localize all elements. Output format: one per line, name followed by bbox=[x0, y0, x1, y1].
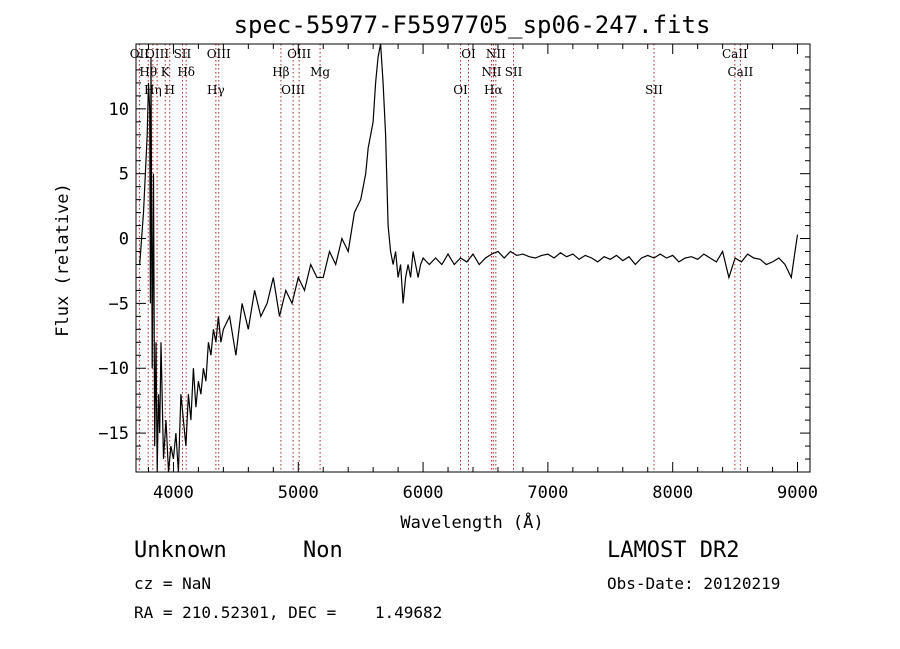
x-tick-label: 7000 bbox=[527, 483, 568, 503]
line-marker-label: Hη bbox=[144, 83, 162, 97]
line-marker-label: OII bbox=[130, 47, 150, 61]
line-marker-label: CaII bbox=[727, 65, 753, 79]
y-tick-label: 0 bbox=[119, 230, 129, 250]
line-marker-label: SII bbox=[174, 47, 192, 61]
line-marker-label: SII bbox=[645, 83, 663, 97]
x-tick-label: 4000 bbox=[153, 483, 194, 503]
line-marker-label: Mg bbox=[310, 65, 330, 79]
line-marker-label: NII bbox=[486, 47, 506, 61]
x-tick-label: 6000 bbox=[403, 483, 444, 503]
x-tick-label: 5000 bbox=[278, 483, 319, 503]
y-tick-label: −5 bbox=[109, 294, 129, 314]
y-tick-label: 5 bbox=[119, 165, 129, 185]
survey-name: LAMOST DR2 bbox=[607, 538, 740, 563]
line-marker-label: OIII bbox=[207, 47, 231, 61]
x-tick-label: 9000 bbox=[777, 483, 818, 503]
y-tick-label: −15 bbox=[98, 424, 129, 444]
y-tick-label: 10 bbox=[109, 100, 129, 120]
observation-date: Obs-Date: 20120219 bbox=[607, 574, 781, 593]
object-subclass: Non bbox=[303, 538, 343, 563]
redshift-cz: cz = NaN bbox=[134, 574, 212, 593]
line-marker-label: Hδ bbox=[177, 65, 195, 79]
line-marker-label: NII bbox=[481, 65, 501, 79]
x-axis: 4000 5000 6000 7000 8000 9000 bbox=[147, 44, 818, 503]
chart-title: spec-55977-F5597705_sp06-247.fits bbox=[234, 11, 711, 39]
line-marker-label: Hβ bbox=[272, 65, 289, 79]
line-marker-label: SII bbox=[505, 65, 523, 79]
x-tick-label: 8000 bbox=[652, 483, 693, 503]
line-marker-label: OIII bbox=[281, 83, 305, 97]
line-marker-label: OI bbox=[461, 47, 476, 61]
spectrum-line bbox=[139, 43, 799, 473]
object-class: Unknown bbox=[134, 538, 227, 563]
line-marker-label: H bbox=[164, 83, 174, 97]
ra-dec-coordinates: RA = 210.52301, DEC = 1.49682 bbox=[134, 603, 443, 622]
plot-frame bbox=[135, 43, 811, 473]
y-axis: 10 5 0 −5 −10 −15 bbox=[98, 56, 810, 460]
line-marker-label: OI bbox=[453, 83, 468, 97]
x-axis-label: Wavelength (Å) bbox=[400, 511, 543, 533]
line-marker-label: CaII bbox=[722, 47, 748, 61]
line-marker-label: Hγ bbox=[207, 83, 225, 97]
emission-line-markers: OII Hθ Hη OIII KH SII Hδ Hγ OIII Hβ OIII OIII Mg OI OI… bbox=[130, 44, 754, 472]
spectrum-chart: spec-55977-F5597705_sp06-247.fits OII Hθ H… bbox=[53, 11, 818, 533]
line-marker-label: Hθ bbox=[139, 65, 157, 79]
line-marker-label: OIII bbox=[287, 47, 311, 61]
y-tick-label: −10 bbox=[98, 359, 129, 379]
line-marker-label: Hα bbox=[484, 83, 503, 97]
line-marker-label: K bbox=[161, 65, 171, 79]
y-axis-label: Flux (relative) bbox=[53, 183, 73, 337]
line-marker-label: OIII bbox=[145, 47, 169, 61]
